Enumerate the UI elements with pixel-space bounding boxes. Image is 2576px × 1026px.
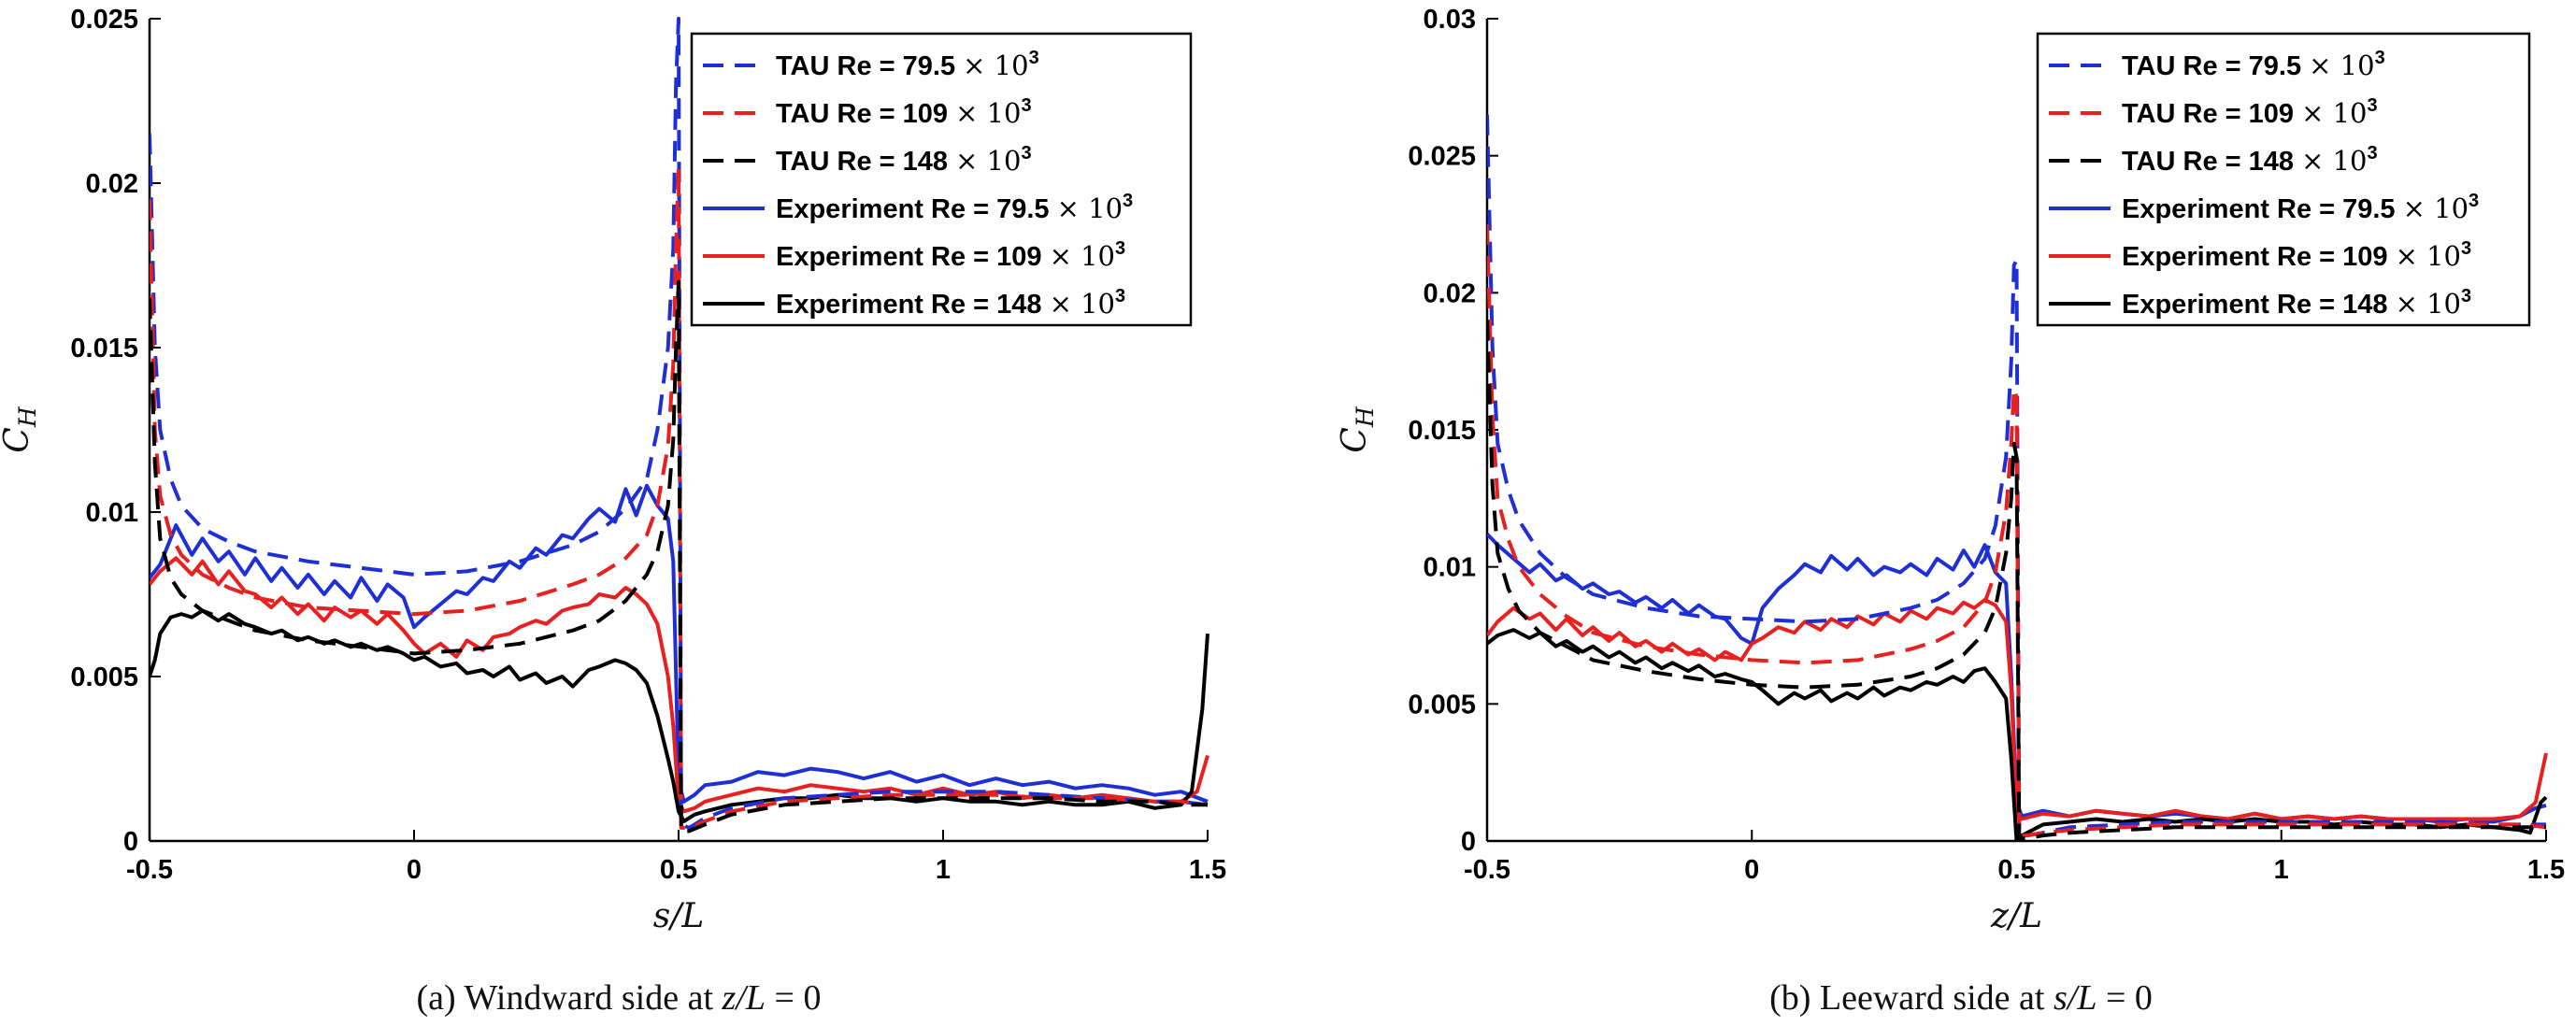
- legend: TAU Re = 79.5 × 103 TAU Re = 109 × 103 TAU…: [2036, 32, 2531, 327]
- y-tick-label: 0.02: [1424, 278, 1476, 308]
- x-tick-label: 0.5: [1997, 855, 2035, 885]
- y-axis-label: CH: [0, 406, 41, 453]
- y-tick-label: 0: [1461, 827, 1476, 857]
- x-tick-label: 1: [936, 855, 951, 885]
- legend-entry-label: Experiment Re = 79.5 × 103: [776, 191, 1133, 224]
- x-tick-label: 1.5: [2527, 855, 2565, 885]
- legend-box: [2036, 32, 2531, 327]
- y-tick-label: 0.025: [1408, 142, 1476, 172]
- series-line-tau-0: [150, 17, 1209, 830]
- legend-entry-label: Experiment Re = 148 × 103: [776, 286, 1125, 320]
- y-tick-label: 0.015: [1408, 416, 1476, 446]
- series-line-tau-2: [150, 279, 1208, 834]
- x-axis-label: z/L: [1990, 897, 2042, 935]
- series-line-experiment-5: [150, 608, 1209, 823]
- x-tick-label: 0: [1744, 855, 1759, 885]
- series-line-tau-2: [1487, 320, 2546, 841]
- legend-entry-label: Experiment Re = 109 × 103: [776, 238, 1125, 272]
- series-line-tau-1: [1487, 223, 2547, 838]
- x-tick-label: 0: [407, 855, 422, 885]
- y-tick-label: 0.025: [70, 5, 138, 35]
- legend-entry-label: Experiment Re = 109 × 103: [2122, 238, 2471, 272]
- x-axis-label: s/L: [653, 897, 705, 935]
- windward-panel: -0.5 0 0.5 1 1.500.0050.010.0150.020.025s/LC…: [0, 5, 1226, 935]
- y-tick-label: 0: [123, 827, 138, 857]
- x-tick-label: -0.5: [1464, 855, 1510, 885]
- series-line-tau-0: [1487, 114, 2546, 838]
- legend-box: [690, 32, 1193, 327]
- x-tick-label: 1.5: [1189, 855, 1226, 885]
- legend-entry-label: TAU Re = 79.5 × 103: [2122, 48, 2385, 81]
- caption-windward: (a) Windward side at z/L = 0: [417, 978, 822, 1018]
- x-tick-label: -0.5: [126, 855, 173, 885]
- x-tick-label: 1: [2274, 855, 2289, 885]
- legend-entry-label: TAU Re = 148 × 103: [776, 143, 1032, 177]
- legend-entry-label: Experiment Re = 79.5 × 103: [2122, 191, 2479, 224]
- legend-entry-label: TAU Re = 109 × 103: [776, 95, 1032, 129]
- legend-entry-label: TAU Re = 148 × 103: [2122, 143, 2378, 177]
- y-tick-label: 0.03: [1424, 5, 1476, 35]
- y-tick-label: 0.01: [1424, 553, 1476, 583]
- legend: TAU Re = 79.5 × 103 TAU Re = 109 × 103 TAU…: [690, 32, 1193, 327]
- y-tick-label: 0.005: [70, 663, 138, 692]
- y-axis-label: CH: [1336, 406, 1379, 453]
- y-tick-label: 0.02: [86, 169, 138, 199]
- legend-entry-label: Experiment Re = 148 × 103: [2122, 286, 2471, 320]
- series-line-experiment-4: [150, 556, 1209, 814]
- series-line-experiment-5: [1487, 628, 2548, 841]
- y-tick-label: 0.005: [1408, 690, 1476, 720]
- y-tick-label: 0.015: [70, 334, 138, 363]
- caption-leeward: (b) Leeward side at s/L = 0: [1769, 978, 2153, 1018]
- legend-entry-label: TAU Re = 109 × 103: [2122, 95, 2378, 129]
- leeward-panel: -0.5 0 0.5 1 1.500.0050.010.0150.020.0250.03…: [1336, 5, 2565, 935]
- series-line-experiment-3: [150, 483, 1209, 804]
- series-line-tau-1: [150, 164, 1209, 830]
- legend-entry-label: TAU Re = 79.5 × 103: [776, 48, 1039, 81]
- x-tick-label: 0.5: [660, 855, 697, 885]
- y-tick-label: 0.01: [86, 498, 138, 528]
